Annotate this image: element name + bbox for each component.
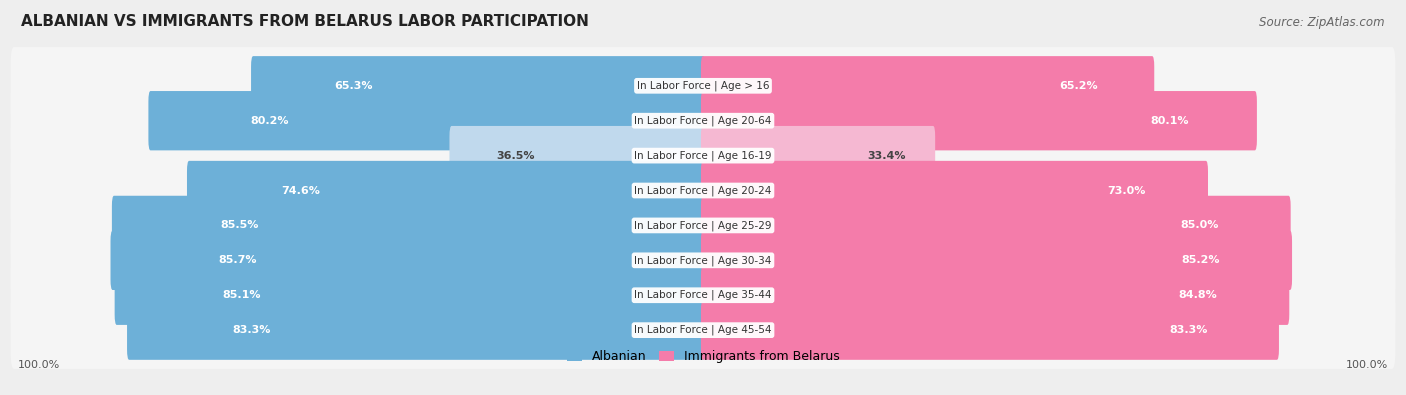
Text: In Labor Force | Age 35-44: In Labor Force | Age 35-44 (634, 290, 772, 301)
FancyBboxPatch shape (702, 91, 1257, 150)
Text: 73.0%: 73.0% (1107, 186, 1146, 196)
Text: ALBANIAN VS IMMIGRANTS FROM BELARUS LABOR PARTICIPATION: ALBANIAN VS IMMIGRANTS FROM BELARUS LABO… (21, 14, 589, 29)
FancyBboxPatch shape (11, 292, 1395, 369)
Text: 80.1%: 80.1% (1150, 116, 1188, 126)
Text: 83.3%: 83.3% (232, 325, 271, 335)
Text: 65.2%: 65.2% (1060, 81, 1098, 91)
Text: 85.0%: 85.0% (1180, 220, 1219, 230)
Text: 36.5%: 36.5% (496, 150, 536, 161)
FancyBboxPatch shape (149, 91, 704, 150)
FancyBboxPatch shape (127, 301, 704, 360)
FancyBboxPatch shape (11, 82, 1395, 160)
FancyBboxPatch shape (702, 126, 935, 185)
FancyBboxPatch shape (11, 117, 1395, 194)
Text: 84.8%: 84.8% (1178, 290, 1218, 300)
Legend: Albanian, Immigrants from Belarus: Albanian, Immigrants from Belarus (561, 345, 845, 369)
FancyBboxPatch shape (252, 56, 704, 115)
FancyBboxPatch shape (11, 187, 1395, 264)
FancyBboxPatch shape (115, 265, 704, 325)
Text: 85.1%: 85.1% (222, 290, 260, 300)
Text: 85.7%: 85.7% (219, 255, 257, 265)
Text: 85.5%: 85.5% (219, 220, 259, 230)
Text: In Labor Force | Age 45-54: In Labor Force | Age 45-54 (634, 325, 772, 335)
FancyBboxPatch shape (11, 256, 1395, 334)
Text: 33.4%: 33.4% (868, 150, 905, 161)
Text: 74.6%: 74.6% (281, 186, 321, 196)
Text: In Labor Force | Age 25-29: In Labor Force | Age 25-29 (634, 220, 772, 231)
Text: In Labor Force | Age 30-34: In Labor Force | Age 30-34 (634, 255, 772, 265)
Text: Source: ZipAtlas.com: Source: ZipAtlas.com (1260, 16, 1385, 29)
FancyBboxPatch shape (111, 231, 704, 290)
FancyBboxPatch shape (11, 47, 1395, 124)
Text: In Labor Force | Age 20-24: In Labor Force | Age 20-24 (634, 185, 772, 196)
FancyBboxPatch shape (112, 196, 704, 255)
Text: 80.2%: 80.2% (250, 116, 288, 126)
FancyBboxPatch shape (450, 126, 704, 185)
FancyBboxPatch shape (11, 222, 1395, 299)
FancyBboxPatch shape (11, 152, 1395, 229)
FancyBboxPatch shape (702, 265, 1289, 325)
Text: In Labor Force | Age 16-19: In Labor Force | Age 16-19 (634, 150, 772, 161)
FancyBboxPatch shape (702, 196, 1291, 255)
FancyBboxPatch shape (702, 231, 1292, 290)
Text: 100.0%: 100.0% (18, 359, 60, 370)
FancyBboxPatch shape (702, 161, 1208, 220)
Text: 85.2%: 85.2% (1181, 255, 1219, 265)
FancyBboxPatch shape (702, 56, 1154, 115)
Text: 83.3%: 83.3% (1170, 325, 1208, 335)
Text: 100.0%: 100.0% (1346, 359, 1388, 370)
Text: 65.3%: 65.3% (335, 81, 373, 91)
FancyBboxPatch shape (702, 301, 1279, 360)
Text: In Labor Force | Age > 16: In Labor Force | Age > 16 (637, 81, 769, 91)
Text: In Labor Force | Age 20-64: In Labor Force | Age 20-64 (634, 115, 772, 126)
FancyBboxPatch shape (187, 161, 704, 220)
